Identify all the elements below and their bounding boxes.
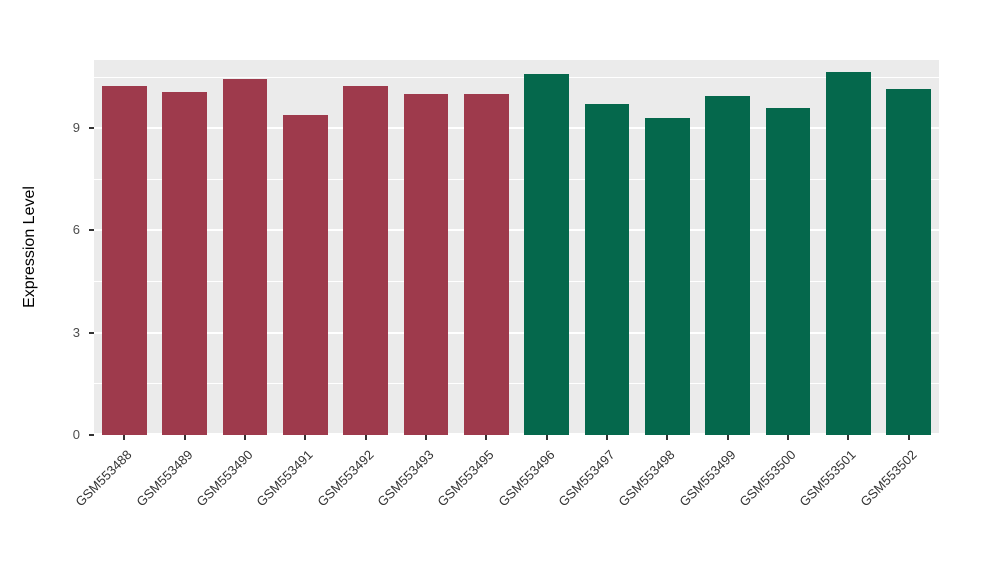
y-tick-mark <box>89 331 94 334</box>
x-tick-mark <box>907 435 910 440</box>
x-tick-mark <box>123 435 126 440</box>
bar-GSM553489 <box>162 92 207 435</box>
x-tick-mark <box>545 435 548 440</box>
gridline-major <box>94 127 939 130</box>
gridline-minor <box>94 76 939 78</box>
y-tick-mark <box>89 127 94 130</box>
gridline-minor <box>94 383 939 385</box>
bar-GSM553490 <box>222 78 268 435</box>
x-tick-mark <box>726 435 729 440</box>
x-tick-label: GSM553490 <box>193 447 256 510</box>
x-tick-label: GSM553501 <box>796 447 860 510</box>
gridline-major <box>94 331 939 334</box>
y-tick-label: 6 <box>72 222 80 238</box>
plot-panel <box>94 60 939 435</box>
gridline-major <box>94 229 939 232</box>
x-tick-label: GSM553495 <box>434 447 497 510</box>
bar-GSM553498 <box>645 117 690 435</box>
x-tick-label: GSM553496 <box>495 447 558 510</box>
y-tick-mark <box>89 229 94 232</box>
y-tick-label: 0 <box>72 427 80 442</box>
y-axis: 0 3 6 9 <box>0 60 94 442</box>
bar-GSM553493 <box>403 94 449 435</box>
x-tick-mark <box>606 435 609 440</box>
gridline-minor <box>94 178 939 180</box>
bar-GSM553501 <box>826 71 871 435</box>
x-tick-mark <box>847 435 850 440</box>
x-tick-label: GSM553502 <box>857 447 920 510</box>
x-tick-mark <box>364 435 367 440</box>
x-tick-mark <box>183 435 186 440</box>
bar-GSM553488 <box>101 85 147 435</box>
x-tick-mark <box>424 435 427 440</box>
x-tick-mark <box>485 435 488 440</box>
x-tick-label: GSM553498 <box>615 447 678 510</box>
x-tick-label: GSM553488 <box>72 447 135 510</box>
x-tick-label: GSM553499 <box>676 447 739 510</box>
y-tick-mark <box>89 434 94 436</box>
x-tick-label: GSM553489 <box>132 447 196 510</box>
x-tick-label: GSM553493 <box>374 447 437 510</box>
x-tick-mark <box>787 435 790 440</box>
bar-GSM553499 <box>705 95 751 435</box>
bar-GSM553492 <box>343 85 388 435</box>
x-tick-mark <box>243 435 246 440</box>
bar-GSM553491 <box>282 114 328 435</box>
x-tick-label: GSM553492 <box>313 447 377 510</box>
bar-GSM553496 <box>524 73 569 435</box>
x-tick-mark <box>666 435 669 440</box>
bar-GSM553500 <box>765 107 811 435</box>
y-axis-title: Expression Level <box>21 186 38 308</box>
bar-GSM553497 <box>584 104 630 435</box>
x-axis: GSM553488 GSM553489 GSM553490 GSM553491 GSM5… <box>73 435 939 580</box>
x-tick-mark <box>304 435 307 440</box>
bar-GSM553495 <box>463 94 509 435</box>
gridline-minor <box>94 281 939 283</box>
y-tick-label: 9 <box>72 120 80 136</box>
bar-GSM553502 <box>886 88 932 435</box>
gridline-major <box>94 433 939 435</box>
x-tick-label: GSM553491 <box>253 447 316 510</box>
y-tick-label: 3 <box>72 324 80 340</box>
x-tick-label: GSM553500 <box>736 447 799 510</box>
x-tick-label: GSM553497 <box>555 447 618 510</box>
